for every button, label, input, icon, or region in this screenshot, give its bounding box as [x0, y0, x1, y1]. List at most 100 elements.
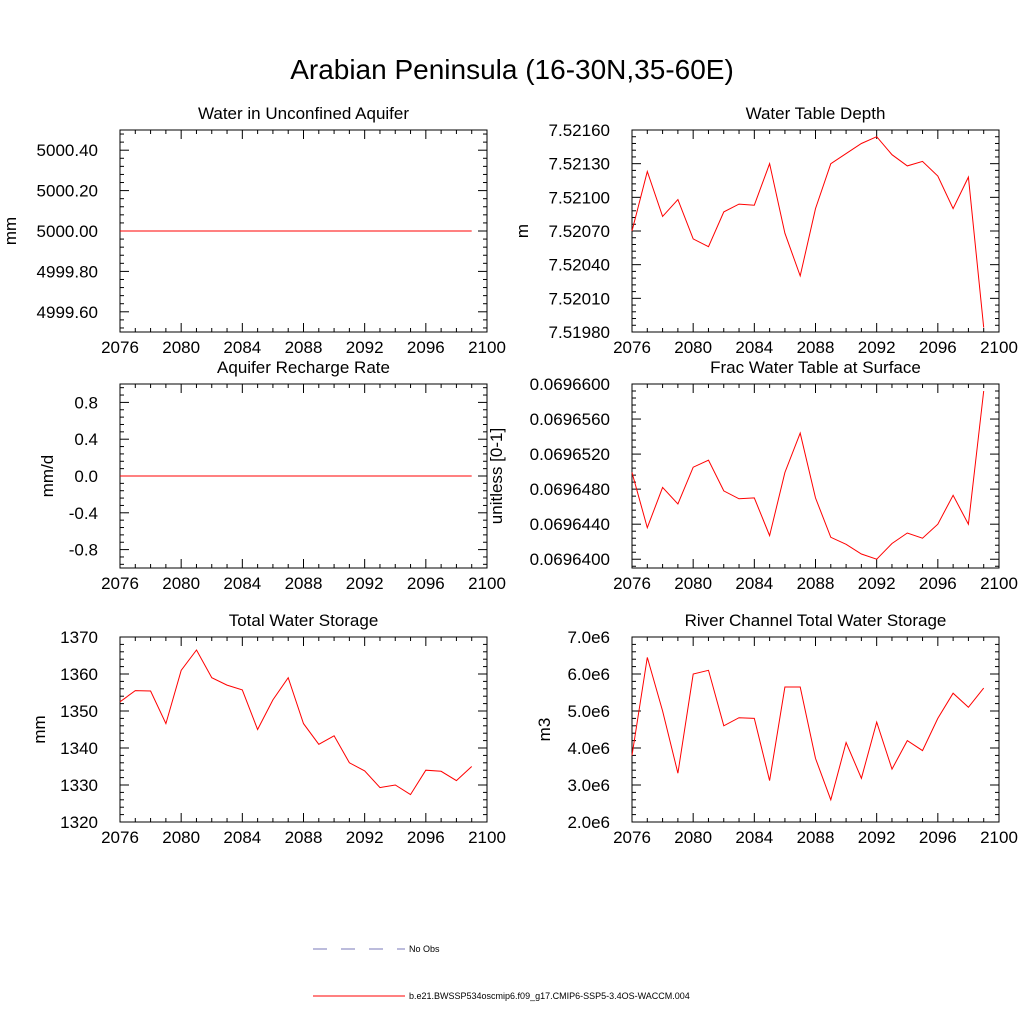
- y-tick-label: 0.0696440: [530, 515, 610, 534]
- y-tick-label: -0.8: [69, 541, 98, 560]
- panel-title: Frac Water Table at Surface: [710, 358, 921, 377]
- x-tick-label: 2100: [980, 828, 1018, 847]
- plot-frame: [631, 129, 1000, 333]
- x-tick-label: 2096: [919, 338, 957, 357]
- y-tick-label: 0.4: [74, 430, 98, 449]
- panel-aquifer: 2076 2080 2084 2088 2092 2096 2100 4999.60 4999.…: [1, 104, 506, 357]
- x-tick-label: 2088: [285, 828, 323, 847]
- x-tick-label: 2100: [468, 574, 506, 593]
- panel-river: 2076 2080 2084 2088 2092 2096 2100 2.0e6 3.0e6 4.…: [535, 611, 1018, 847]
- y-tick-label: 1330: [60, 776, 98, 795]
- y-axis-label: unitless [0-1]: [487, 428, 506, 524]
- series-line: [631, 136, 985, 328]
- y-tick-label: 7.52070: [549, 222, 610, 241]
- x-tick-label: 2092: [346, 574, 384, 593]
- x-tick-label: 2100: [980, 338, 1018, 357]
- panel-title: Water Table Depth: [746, 104, 886, 123]
- x-tick-label: 2088: [797, 828, 835, 847]
- y-tick-label: 2.0e6: [567, 813, 610, 832]
- y-tick-label: 4.0e6: [567, 739, 610, 758]
- series-line: [631, 390, 985, 560]
- x-tick-label: 2084: [735, 338, 773, 357]
- y-tick-label: 5.0e6: [567, 702, 610, 721]
- x-tick-label: 2092: [346, 828, 384, 847]
- y-tick-label: 0.0: [74, 467, 98, 486]
- x-tick-label: 2080: [162, 828, 200, 847]
- x-tick-label: 2080: [674, 338, 712, 357]
- x-tick-label: 2080: [162, 338, 200, 357]
- x-tick-label: 2076: [101, 574, 139, 593]
- x-tick-label: 2092: [858, 828, 896, 847]
- x-tick-label: 2076: [101, 338, 139, 357]
- plot-frame: [119, 636, 488, 823]
- x-tick-label: 2096: [407, 338, 445, 357]
- x-tick-label: 2096: [919, 828, 957, 847]
- x-tick-label: 2092: [858, 574, 896, 593]
- panel-title: Water in Unconfined Aquifer: [198, 104, 409, 123]
- x-tick-label: 2092: [346, 338, 384, 357]
- y-axis-label: m: [513, 224, 532, 238]
- y-tick-label: 1370: [60, 628, 98, 647]
- y-tick-label: 6.0e6: [567, 665, 610, 684]
- figure-title: Arabian Peninsula (16-30N,35-60E): [290, 54, 734, 85]
- x-tick-label: 2096: [407, 574, 445, 593]
- x-tick-label: 2100: [468, 828, 506, 847]
- x-tick-label: 2084: [735, 828, 773, 847]
- x-tick-label: 2080: [674, 574, 712, 593]
- y-tick-label: 0.0696480: [530, 480, 610, 499]
- x-tick-label: 2088: [285, 574, 323, 593]
- y-axis-label: m3: [535, 718, 554, 742]
- y-tick-label: 4999.60: [37, 303, 98, 322]
- x-tick-label: 2080: [162, 574, 200, 593]
- panel-wtd: 2076 2080 2084 2088 2092 2096 2100 7.51980 7.520…: [513, 104, 1018, 357]
- y-tick-label: 1360: [60, 665, 98, 684]
- y-tick-label: 7.51980: [549, 323, 610, 342]
- x-tick-label: 2084: [735, 574, 773, 593]
- panel-title: Aquifer Recharge Rate: [217, 358, 390, 377]
- x-tick-label: 2076: [101, 828, 139, 847]
- y-axis-label: mm: [30, 715, 49, 743]
- y-tick-label: 1320: [60, 813, 98, 832]
- x-tick-label: 2100: [468, 338, 506, 357]
- y-tick-label: 4999.80: [37, 262, 98, 281]
- y-tick-label: 3.0e6: [567, 776, 610, 795]
- plot-frame: [631, 636, 1000, 823]
- y-tick-label: 7.0e6: [567, 628, 610, 647]
- y-tick-label: 0.8: [74, 393, 98, 412]
- x-tick-label: 2076: [613, 828, 651, 847]
- y-tick-label: 1340: [60, 739, 98, 758]
- y-tick-label: 0.0696600: [530, 375, 610, 394]
- y-tick-label: 5000.00: [37, 222, 98, 241]
- y-tick-label: 7.52100: [549, 188, 610, 207]
- x-tick-label: 2100: [980, 574, 1018, 593]
- y-axis-label: mm/d: [38, 455, 57, 498]
- y-tick-label: 7.52010: [549, 289, 610, 308]
- y-tick-label: 7.52130: [549, 155, 610, 174]
- y-tick-label: 0.0696400: [530, 550, 610, 569]
- x-tick-label: 2096: [919, 574, 957, 593]
- x-tick-label: 2096: [407, 828, 445, 847]
- x-tick-label: 2076: [613, 338, 651, 357]
- y-tick-label: 0.0696560: [530, 410, 610, 429]
- legend-obs-label: No Obs: [409, 944, 440, 954]
- x-tick-label: 2088: [285, 338, 323, 357]
- x-tick-label: 2084: [223, 574, 261, 593]
- x-tick-label: 2084: [223, 338, 261, 357]
- y-tick-label: -0.4: [69, 504, 98, 523]
- x-tick-label: 2092: [858, 338, 896, 357]
- y-axis-label: mm: [1, 217, 20, 245]
- x-tick-label: 2088: [797, 574, 835, 593]
- x-tick-label: 2076: [613, 574, 651, 593]
- panel-title: Total Water Storage: [229, 611, 379, 630]
- panel-recharge: 2076 2080 2084 2088 2092 2096 2100 -0.8 -0.4 0.0 0…: [38, 358, 506, 593]
- x-tick-label: 2088: [797, 338, 835, 357]
- panel-title: River Channel Total Water Storage: [685, 611, 947, 630]
- panel-fracwt: 2076 2080 2084 2088 2092 2096 2100 0.0696400 0.0…: [487, 358, 1018, 593]
- series-line: [631, 657, 985, 802]
- plot-frame: [631, 383, 1000, 569]
- series-line: [119, 649, 473, 796]
- panel-tws: 2076 2080 2084 2088 2092 2096 2100 1320 1330 1340…: [30, 611, 506, 847]
- y-tick-label: 7.52160: [549, 121, 610, 140]
- legend-model-label: b.e21.BWSSP534oscmip6.f09_g17.CMIP6-SSP5…: [409, 991, 690, 1001]
